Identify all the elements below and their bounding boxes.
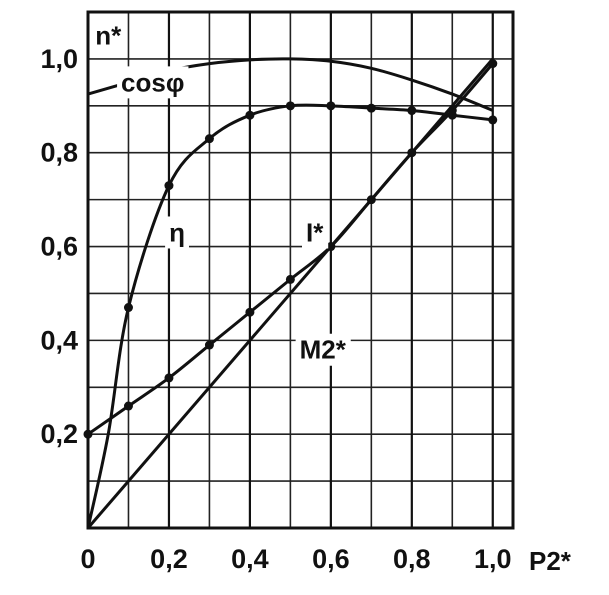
data-point-i: [488, 59, 498, 69]
data-point-i: [326, 242, 336, 252]
curve-label: I*: [306, 217, 324, 247]
x-tick-label: 0,8: [393, 544, 431, 574]
data-point-i: [204, 340, 214, 350]
data-point-i: [123, 401, 133, 411]
data-point-cos: [366, 103, 376, 113]
curve-label-background: [295, 333, 351, 366]
x-tick-label: 0,4: [231, 544, 269, 574]
data-point-cos: [164, 181, 174, 191]
data-point-cos: [407, 106, 417, 116]
curve-label: M2*: [300, 335, 347, 365]
curve-label-background: [91, 19, 127, 52]
data-point-cos: [204, 134, 214, 144]
y-tick-label: 0,4: [40, 325, 78, 355]
curve-label-background: [301, 216, 329, 249]
x-tick-label: 0,2: [150, 544, 188, 574]
series-line-m2: [86, 57, 494, 529]
x-tick-label: 0: [80, 544, 95, 574]
data-point-cos: [326, 101, 336, 111]
data-point-i: [245, 307, 255, 317]
curve-labels: n* cosφ η I* M2*: [91, 19, 351, 366]
x-tick-label: 0,6: [312, 544, 350, 574]
data-point-i: [447, 106, 457, 116]
curve-label-background: [117, 66, 189, 99]
plot-frame: [86, 10, 515, 530]
data-point-i: [285, 274, 295, 284]
data-point-i: [366, 195, 376, 205]
x-axis-label: P2*: [529, 546, 572, 576]
x-tick-labels: 0 0,2 0,4 0,6 0,8 1,0: [80, 544, 511, 574]
data-point-i: [83, 429, 93, 439]
x-tick-label: 1,0: [474, 544, 512, 574]
data-point-cos: [285, 101, 295, 111]
y-tick-label: 1,0: [40, 44, 78, 74]
data-point-cos: [123, 303, 133, 313]
curve-label: n*: [95, 20, 122, 50]
curve-label-background: [165, 216, 189, 249]
y-tick-label: 0,8: [40, 138, 78, 168]
curve-label: η: [169, 217, 185, 247]
y-tick-labels: 0,2 0,4 0,6 0,8 1,0: [40, 44, 78, 449]
chart-markers: [83, 59, 498, 439]
data-point-i: [407, 148, 417, 158]
data-point-cos: [245, 110, 255, 120]
y-tick-label: 0,6: [40, 232, 78, 262]
y-tick-label: 0,2: [40, 419, 78, 449]
data-point-cos: [488, 115, 498, 125]
curve-label: cosφ: [121, 67, 184, 97]
data-point-i: [164, 373, 174, 383]
